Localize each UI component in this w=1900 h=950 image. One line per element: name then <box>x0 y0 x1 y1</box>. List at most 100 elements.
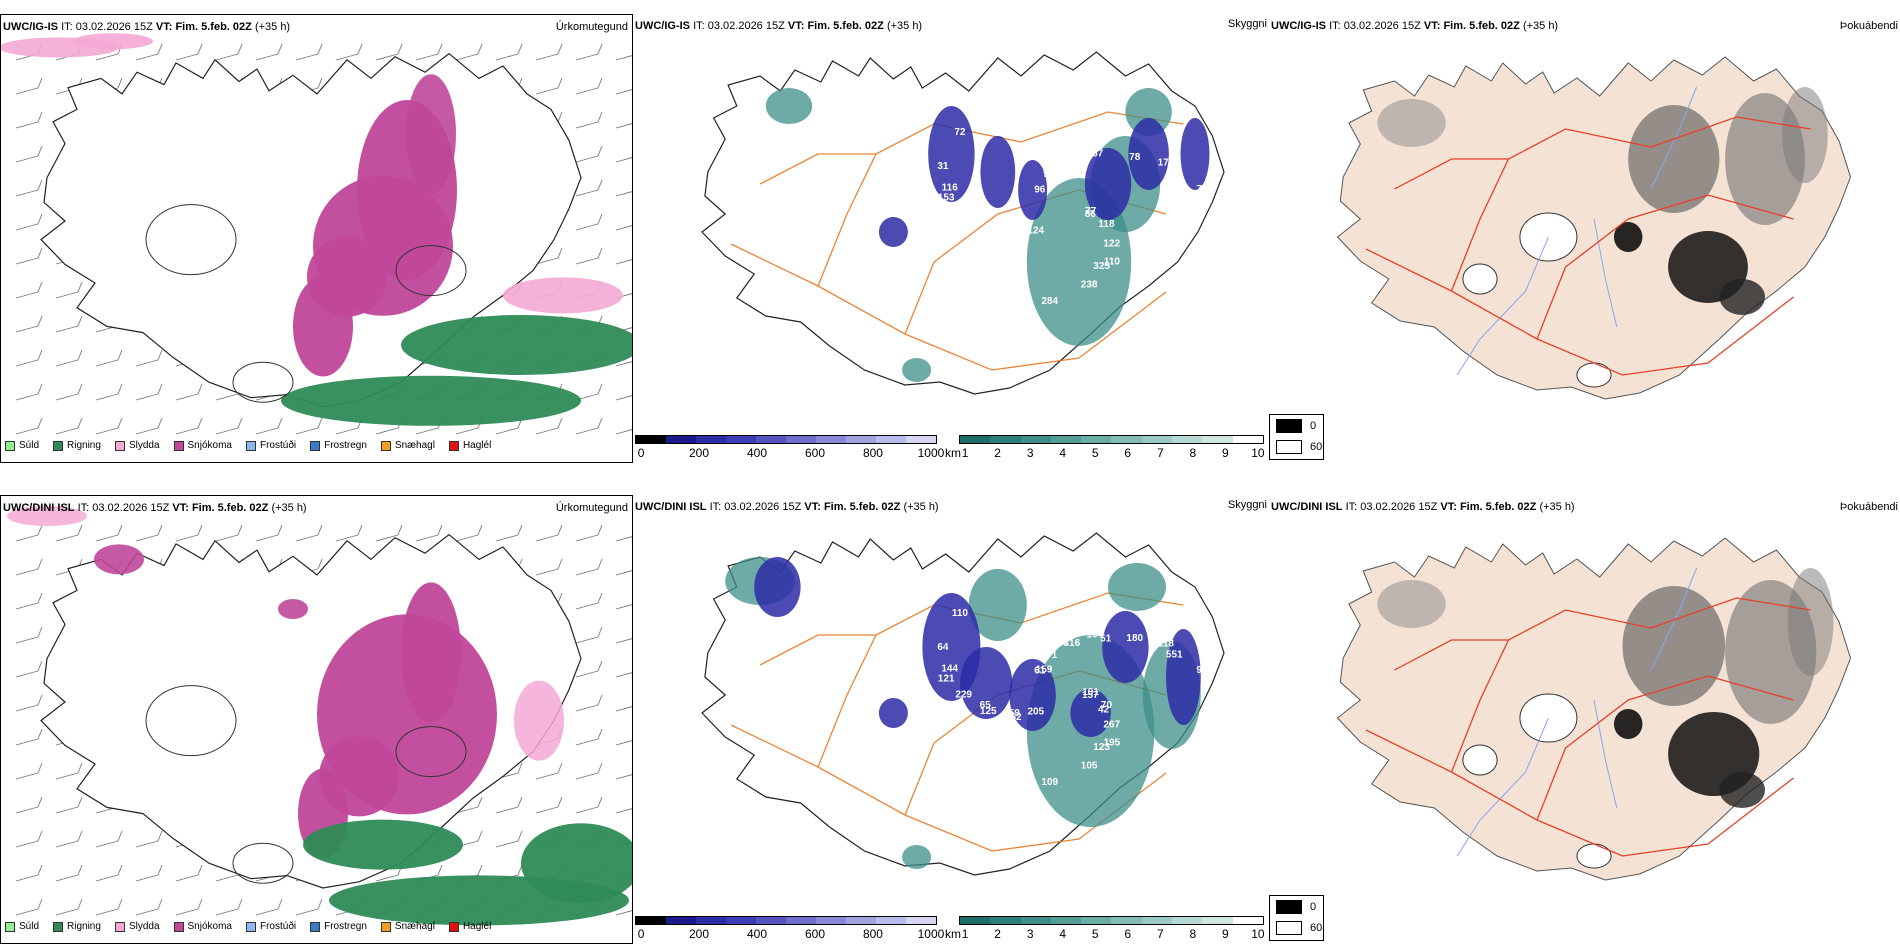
wind-barb <box>135 349 163 367</box>
valid-label: VT: <box>804 501 821 513</box>
glacier-outline <box>395 726 467 778</box>
cloud-base-label: 238 <box>1081 279 1098 290</box>
wind-barb <box>55 864 83 882</box>
low-visibility-area <box>1125 88 1172 136</box>
legend-swatch <box>245 921 256 932</box>
glacier <box>1519 693 1578 743</box>
low-cloud-areas <box>754 557 1201 737</box>
cloud-base-label: 64 <box>937 642 949 653</box>
cloud-base-label: 105 <box>1081 760 1098 771</box>
wind-barb <box>15 592 43 610</box>
glacier <box>1576 843 1612 869</box>
scale-swatch <box>726 436 756 443</box>
scale-swatch <box>1232 436 1263 443</box>
wind-barb <box>55 281 83 299</box>
panel-title: UWC/DINI ISL IT: 03.02.2026 15Z VT: Fim.… <box>3 502 307 514</box>
road <box>730 724 1167 852</box>
low-cloud-area <box>928 106 975 202</box>
scale-swatch <box>1081 436 1112 443</box>
scale-tick-label: 5 <box>1091 927 1099 941</box>
wind-barb <box>575 558 603 576</box>
wind-barb <box>15 281 43 299</box>
cloud-base-label: 101 <box>1082 687 1099 698</box>
wind-barb <box>15 864 43 882</box>
road <box>1450 116 1811 292</box>
low-cloud-area <box>960 647 1013 719</box>
glacier <box>1462 263 1498 295</box>
scale-swatch <box>816 917 846 924</box>
init-time: 03.02.2026 15Z <box>1343 20 1421 32</box>
sleet-area <box>503 277 623 314</box>
cloud-base-label: 125 <box>1003 227 1020 238</box>
legend-swatch <box>245 440 256 451</box>
wind-barb <box>495 830 523 848</box>
scale-swatch <box>1141 917 1173 924</box>
wind-barb <box>535 417 563 435</box>
scale-tick-label: 800 <box>862 927 883 941</box>
wind-barb <box>615 55 632 61</box>
wind-barb <box>575 383 603 401</box>
precip-legend-item: Snjókoma <box>173 440 232 451</box>
rivers <box>1456 567 1698 857</box>
wind-barb <box>535 43 563 61</box>
wind-barb <box>415 43 443 61</box>
cloud-base-label: 98 <box>1196 665 1208 676</box>
low-cloud-area <box>754 557 801 617</box>
road-network <box>1365 116 1811 376</box>
wind-barb <box>95 383 123 401</box>
cloud-base-label: 65 <box>980 700 992 711</box>
river <box>1650 86 1698 190</box>
wind-barb <box>335 43 363 61</box>
wind-barb <box>615 910 632 916</box>
wind-barb <box>15 796 43 814</box>
cloud-base-label: 31 <box>937 161 949 172</box>
snow-area <box>94 544 144 575</box>
legend-swatch <box>448 440 459 451</box>
scale-swatch <box>1081 917 1112 924</box>
glacier-outline <box>395 245 467 297</box>
scale-swatch <box>786 917 816 924</box>
scale-swatch <box>1020 917 1051 924</box>
wind-barb <box>615 536 632 542</box>
valid-time: Fim. 5.feb. 02Z <box>175 21 252 33</box>
legend-label: Frostregn <box>324 921 367 932</box>
wind-barb <box>615 808 632 814</box>
cloud-base-label: 551 <box>1166 649 1183 660</box>
wind-barb <box>215 43 243 61</box>
precip-legend-item: Haglél <box>448 921 491 932</box>
wind-barb <box>175 417 203 435</box>
scale-swatch <box>1020 436 1051 443</box>
wind-barb <box>55 417 83 435</box>
lead-time: (+35 h) <box>271 502 307 514</box>
fog-index-map <box>1336 56 1852 400</box>
scale-swatch <box>1202 436 1233 443</box>
wind-barb <box>615 361 632 367</box>
wind-barb <box>15 349 43 367</box>
low-cloud-area <box>878 698 908 728</box>
legend-label: 0 <box>1310 420 1317 432</box>
wind-barb <box>175 864 203 882</box>
wind-barb <box>15 660 43 678</box>
wind-barb <box>55 830 83 848</box>
wind-barb <box>95 898 123 916</box>
precip-panel-row2: UWC/DINI ISL IT: 03.02.2026 15Z VT: Fim.… <box>0 495 633 944</box>
wind-barb <box>415 524 443 542</box>
init-time: 03.02.2026 15Z <box>1360 501 1438 513</box>
wind-barb <box>15 213 43 231</box>
precip-legend-item: Súld <box>5 921 39 932</box>
wind-barb <box>175 898 203 916</box>
legend-swatch <box>53 440 64 451</box>
road <box>1365 729 1794 857</box>
cloud-base-label: 70 <box>1057 637 1069 648</box>
legend-swatch <box>173 440 184 451</box>
cloud-base-labels: 7779103110153176809611865167238317312498… <box>937 127 1208 317</box>
init-label: IT: <box>693 20 705 32</box>
wind-barb <box>95 864 123 882</box>
fog-legend: 0 60 <box>1269 414 1324 460</box>
cloud-base-label: 72 <box>954 127 966 138</box>
cloud-base-label: 121 <box>938 674 955 685</box>
wind-barb <box>15 762 43 780</box>
cloud-base-label: 96 <box>1034 185 1046 196</box>
scale-tick-label: 400 <box>746 446 768 460</box>
wind-barb <box>15 558 43 576</box>
